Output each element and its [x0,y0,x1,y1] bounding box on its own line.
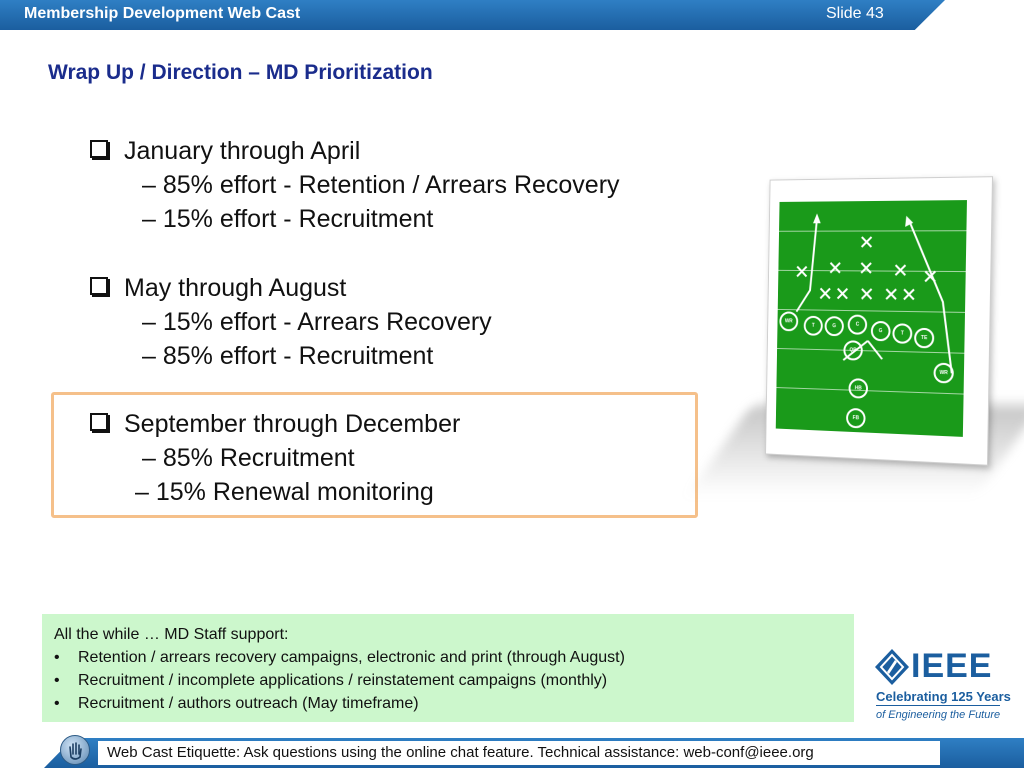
bullet-dot-icon: • [54,692,78,715]
section-item: – 15% effort - Arrears Recovery [142,307,492,337]
ieee-wordmark: IEEE [911,649,992,683]
slide-title: Wrap Up / Direction – MD Prioritization [48,60,433,86]
presentation-title: Membership Development Web Cast [24,4,300,24]
slide-number: Slide 43 [826,4,884,24]
ieee-diamond-icon [874,648,910,686]
play-drawing [776,200,967,437]
football-field: WR T G C G T TE QB HB FB WR [776,200,967,437]
checkbox-bullet-icon [90,413,108,431]
staff-support-box: All the while … MD Staff support: • Reten… [42,614,854,722]
football-play-diagram: WR T G C G T TE QB HB FB WR [765,176,993,466]
ieee-subtagline: of Engineering the Future [876,708,1000,722]
ieee-logo: IEEE Celebrating 125 Years of Engineerin… [872,640,1004,726]
support-intro: All the while … MD Staff support: [54,623,842,646]
support-bullet: • Retention / arrears recovery campaigns,… [54,646,842,669]
section-heading-sep-dec: September through December [90,409,460,439]
section-item: – 85% effort - Recruitment [142,341,433,371]
section-heading-jan-apr: January through April [90,136,360,166]
raised-hand-icon [60,735,90,765]
section-item: – 15% effort - Recruitment [142,204,433,234]
footer-etiquette-text: Web Cast Etiquette: Ask questions using … [107,744,814,762]
ieee-tagline: Celebrating 125 Years [876,690,1011,704]
support-bullet: • Recruitment / authors outreach (May tim… [54,692,842,715]
bullet-dot-icon: • [54,646,78,669]
support-bullet: • Recruitment / incomplete applications /… [54,669,842,692]
section-heading-may-aug: May through August [90,273,346,303]
section-item: – 85% effort - Retention / Arrears Recov… [142,170,620,200]
checkbox-bullet-icon [90,140,108,158]
section-item: – 85% Recruitment [142,443,355,473]
logo-divider [876,705,1000,706]
bullet-dot-icon: • [54,669,78,692]
checkbox-bullet-icon [90,277,108,295]
section-item: – 15% Renewal monitoring [135,477,434,507]
